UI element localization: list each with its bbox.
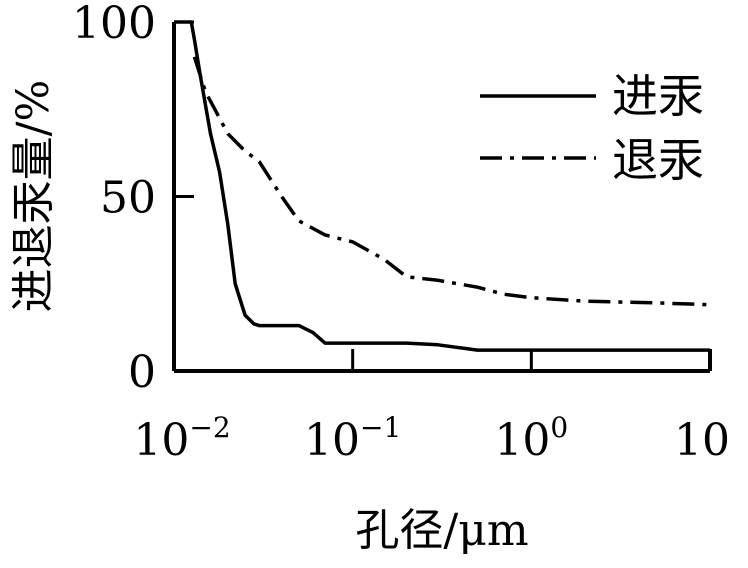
legend: 进汞 退汞 [480,69,704,187]
x-tick-label: 10−1 [304,411,401,466]
x-tick-label: 10−2 [133,411,230,466]
x-axis-label: 孔径/μm [355,505,528,556]
y-tick-label: 0 [128,347,156,398]
legend-label-extrusion: 退汞 [612,133,704,187]
legend-label-intrusion: 进汞 [612,69,704,123]
y-tick-label: 100 [72,0,156,49]
series-layer [174,20,711,352]
y-tick-label: 50 [100,173,156,224]
series-line-extrusion [192,56,711,307]
x-tick-label: 100 [494,411,568,466]
x-tick-label: 10 [674,415,730,466]
series-line-intrusion [174,20,710,352]
tick-group: 10−2 10−1 100 10 100 50 0 [72,0,730,466]
y-axis-label: 进退汞量/% [8,80,59,313]
